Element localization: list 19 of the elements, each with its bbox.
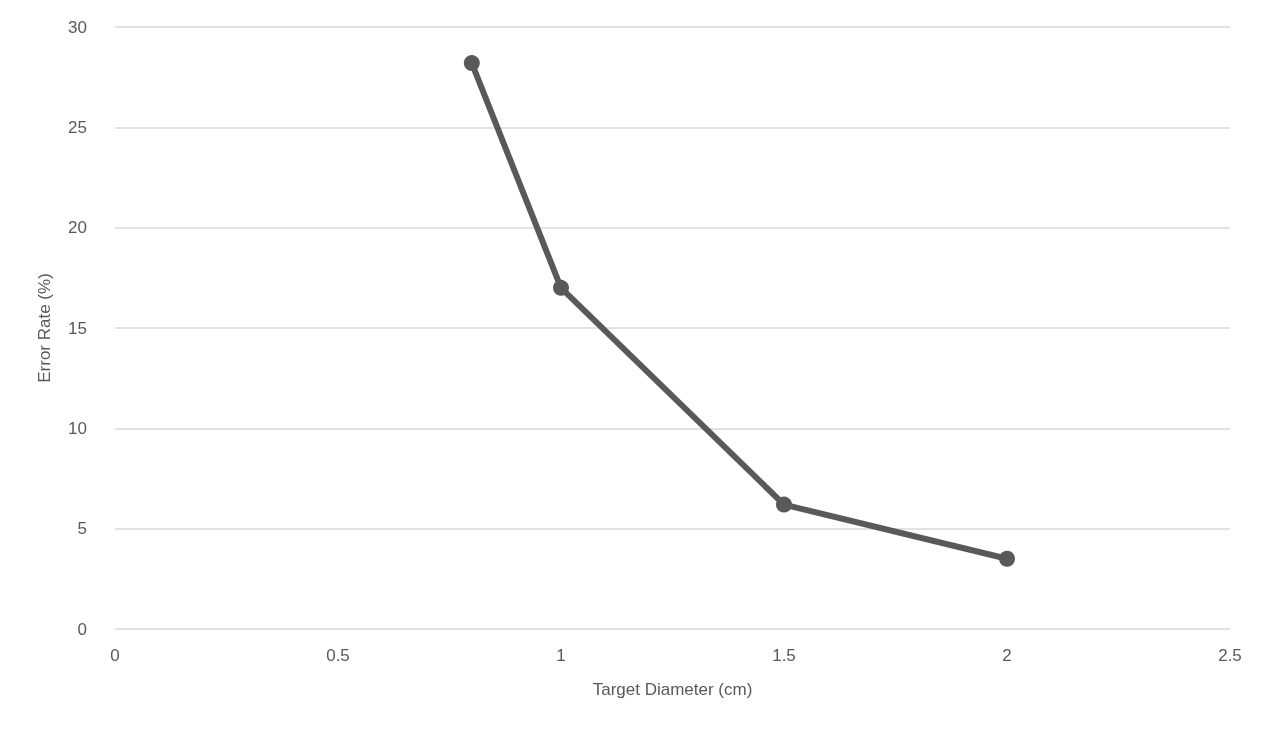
x-tick-label: 1 [556,646,566,665]
point [999,550,1015,567]
x-tick-label: 1.5 [772,646,796,665]
y-tick-label: 30 [68,17,87,37]
x-axis-title: Target Diameter (cm) [592,680,753,699]
y-tick-label: 5 [77,519,87,539]
point [463,55,480,72]
point [553,279,569,296]
point [776,496,792,513]
x-tick-label: 2 [1002,646,1012,665]
x-tick-label: 2.5 [1218,646,1242,665]
y-tick-label: 15 [68,318,87,338]
x-tick-label: 0.5 [326,646,350,665]
y-tick-label: 25 [68,117,87,137]
y-axis-title: Error Rate (%) [35,273,54,383]
x-tick-label: 0 [110,646,120,665]
y-tick-label: 0 [77,619,87,639]
y-tick-label: 20 [68,218,87,238]
y-tick-label: 10 [68,418,87,438]
